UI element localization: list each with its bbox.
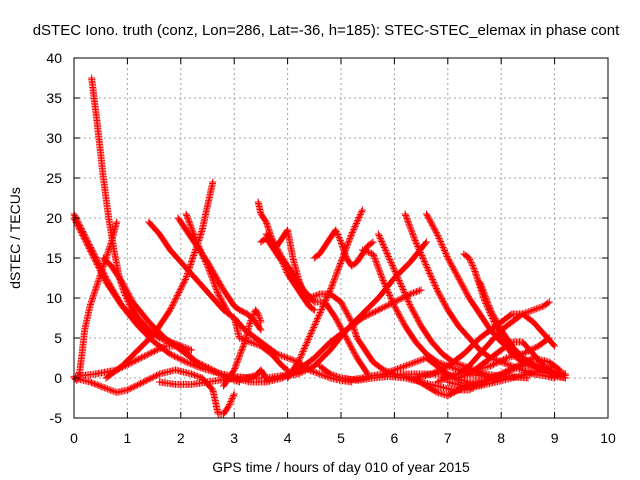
series-markers [412, 310, 559, 382]
y-tick-label: 20 [46, 210, 62, 226]
x-tick-label: 2 [177, 430, 185, 446]
series-markers [262, 226, 318, 314]
ticks: 0 1 2 3 4 5 6 7 8 9 10 -5 0 5 10 15 20 25 30 35 40 [46, 50, 616, 446]
series-markers [455, 338, 569, 382]
x-tick-label: 8 [497, 430, 505, 446]
chart-title: dSTEC Iono. truth (conz, Lon=286, Lat=-3… [33, 22, 620, 39]
x-tick-label: 6 [391, 430, 399, 446]
x-tick-label: 9 [551, 430, 559, 446]
x-tick-label: 10 [600, 430, 616, 446]
y-tick-label: 40 [46, 50, 62, 66]
series-markers [220, 306, 265, 390]
y-tick-label: -5 [50, 410, 63, 426]
series [102, 178, 217, 382]
series-markers [444, 362, 559, 390]
y-tick-label: 30 [46, 130, 62, 146]
series [444, 362, 559, 390]
series [220, 306, 265, 390]
series [412, 310, 559, 382]
y-tick-label: 25 [46, 170, 62, 186]
x-tick-label: 5 [337, 430, 345, 446]
series [455, 338, 569, 382]
x-tick-label: 3 [230, 430, 238, 446]
y-tick-label: 15 [46, 250, 62, 266]
series [262, 226, 318, 314]
series-markers [182, 210, 292, 374]
series [358, 246, 505, 382]
x-tick-label: 1 [124, 430, 132, 446]
x-tick-label: 0 [70, 430, 78, 446]
series-markers [284, 206, 366, 382]
y-axis-label: dSTEC / TECUs [7, 187, 23, 289]
y-tick-label: 10 [46, 290, 62, 306]
series-layer [70, 74, 569, 418]
series [182, 210, 292, 374]
series-markers [358, 246, 505, 382]
y-tick-label: 35 [46, 90, 62, 106]
x-tick-label: 4 [284, 430, 292, 446]
y-tick-label: 0 [54, 370, 62, 386]
y-tick-label: 5 [54, 330, 62, 346]
series-markers [102, 178, 217, 382]
series [284, 206, 366, 382]
x-axis-label: GPS time / hours of day 010 of year 2015 [212, 459, 470, 475]
x-tick-label: 7 [444, 430, 452, 446]
